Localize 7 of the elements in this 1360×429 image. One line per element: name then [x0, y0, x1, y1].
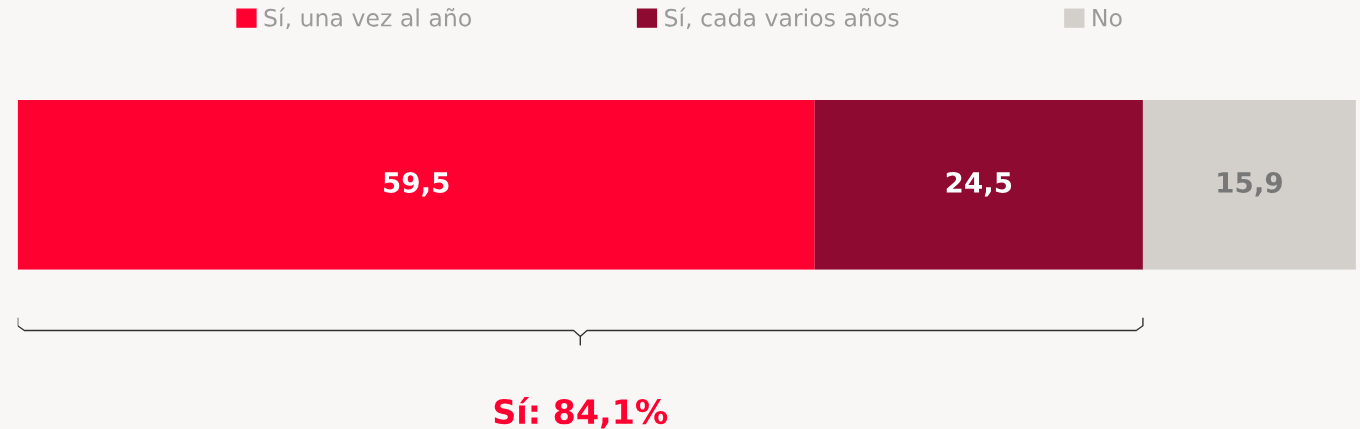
text: Sí: 84,1%	[494, 397, 668, 429]
data-label: 24,5	[946, 171, 1012, 197]
legend-label: No	[1093, 9, 1122, 27]
data-label: 59,5	[384, 171, 449, 197]
data-label: 15,9	[1218, 171, 1282, 197]
legend-label: Sí, una vez al año	[264, 7, 471, 30]
legend-label: Sí, cada varios años	[665, 7, 899, 30]
